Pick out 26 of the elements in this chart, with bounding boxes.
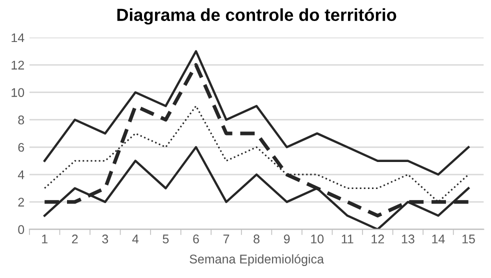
x-tick-label: 10 — [311, 234, 324, 244]
y-tick-label: 8 — [18, 116, 24, 124]
x-tick-label: 7 — [223, 234, 230, 244]
x-tick-label: 15 — [462, 234, 475, 244]
y-tick-label: 2 — [18, 198, 24, 206]
x-tick-label: 5 — [162, 234, 169, 244]
y-tick-label: 4 — [18, 170, 24, 180]
y-tick-label: 6 — [18, 142, 24, 152]
x-tick-label: 6 — [193, 234, 199, 244]
x-tick-label: 4 — [132, 234, 139, 244]
line-series — [43, 50, 470, 176]
y-tick-label: 10 — [12, 88, 24, 97]
y-tick-label: 12 — [12, 60, 24, 70]
x-tick-label: 12 — [372, 234, 384, 244]
x-tick-label: 2 — [72, 234, 78, 244]
x-axis-title: Semana Epidemiológica — [190, 254, 324, 266]
x-tick-label: 3 — [102, 234, 108, 244]
x-tick-label: 11 — [342, 234, 354, 244]
x-tick-label: 14 — [432, 234, 445, 244]
y-tick-label: 14 — [12, 33, 24, 42]
x-tick-label: 1 — [42, 234, 48, 244]
chart-title: Diagrama de controle do território — [117, 8, 396, 25]
x-tick-label: 13 — [402, 234, 414, 244]
x-tick-label: 9 — [284, 234, 290, 244]
y-tick-label: 0 — [18, 225, 24, 234]
x-tick-label: 8 — [254, 234, 260, 244]
